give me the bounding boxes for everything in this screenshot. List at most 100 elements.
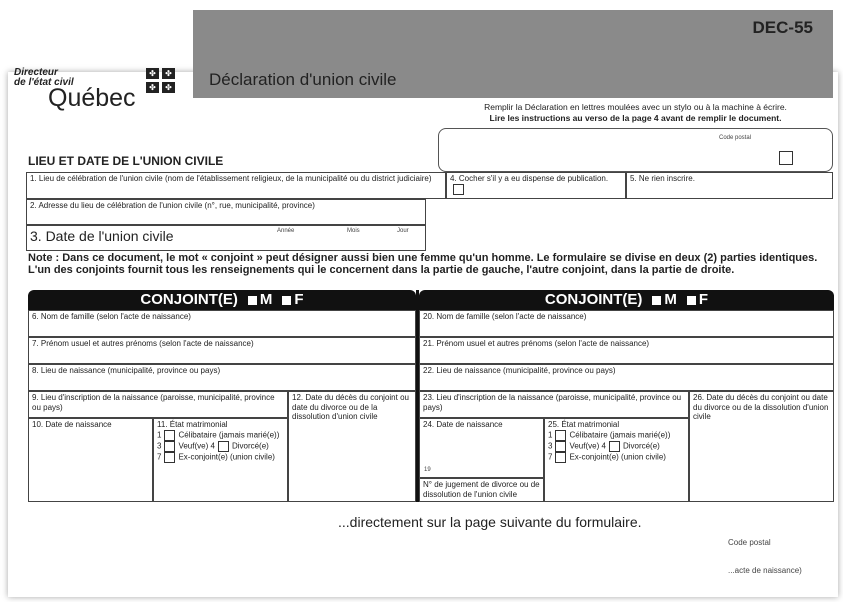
opt-7-label: Ex-conjoint(e) (union civile) [178, 452, 275, 462]
judgment-label: N° de jugement de divorce ou de dissolut… [423, 480, 540, 499]
header-band: Déclaration d'union civile DEC-55 [193, 10, 833, 98]
checkbox-divorce[interactable] [217, 440, 229, 452]
field-6-label: 6. Nom de famille (selon l'acte de naiss… [32, 312, 191, 321]
checkbox-4[interactable] [453, 183, 464, 195]
conjoint-label: CONJOINT(E) [140, 291, 238, 308]
conjoint-left-header: CONJOINT(E) M F [28, 290, 416, 310]
checkbox-m-right[interactable] [652, 295, 662, 305]
field-9[interactable]: 9. Lieu d'inscription de la naissance (p… [28, 391, 288, 418]
field-4[interactable]: 4. Cocher s'il y a eu dispense de public… [446, 172, 626, 199]
opt-3-num: 3 [157, 441, 162, 451]
field-9-label: 9. Lieu d'inscription de la naissance (p… [32, 393, 275, 412]
code-postal-label: Code postal [719, 135, 752, 141]
field-22[interactable]: 22. Lieu de naissance (municipalité, pro… [419, 364, 834, 391]
field-6[interactable]: 6. Nom de famille (selon l'acte de naiss… [28, 310, 416, 337]
opt-4-num: 4 [210, 441, 215, 451]
m-label: M [259, 291, 273, 308]
opt-3-label: Veuf(ve) [569, 441, 600, 451]
field-26-label: 26. Date du décès du conjoint ou date du… [693, 393, 829, 421]
checkbox-5[interactable] [779, 151, 793, 165]
field-11-label: 11. État matrimonial [157, 420, 228, 429]
checkbox-m-left[interactable] [247, 295, 257, 305]
section-title: LIEU ET DATE DE L'UNION CIVILE [28, 154, 224, 168]
checkbox-ex-conjoint[interactable] [164, 451, 176, 463]
field-2-label: 2. Adresse du lieu de célébration de l'u… [30, 201, 315, 210]
field-21[interactable]: 21. Prénom usuel et autres prénoms (selo… [419, 337, 834, 364]
quebec-logo: Directeur de l'état civil Québec ✤ ✤ ✤ ✤ [14, 68, 184, 116]
field-20[interactable]: 20. Nom de famille (selon l'acte de nais… [419, 310, 834, 337]
field-20-label: 20. Nom de famille (selon l'acte de nais… [423, 312, 587, 321]
opt-3-label: Veuf(ve) [178, 441, 209, 451]
field-5: 5. Ne rien inscrire. [626, 172, 833, 199]
opt-1-label: Célibataire (jamais marié(e)) [569, 430, 671, 440]
opt-4-num: 4 [601, 441, 606, 451]
form-title: Déclaration d'union civile [209, 70, 397, 89]
logo-line2: de l'état civil [14, 77, 74, 88]
logo-line1: Directeur [14, 67, 58, 78]
opt-1-num: 1 [548, 430, 553, 440]
m-label: M [664, 291, 677, 308]
instructions-line2: Lire les instructions au verso de la pag… [489, 113, 782, 123]
bottom-code-postal: Code postal [728, 538, 771, 547]
note-label: Note : [28, 252, 60, 264]
field-3-label: 3. Date de l'union civile [30, 228, 174, 244]
field-1[interactable]: 1. Lieu de célébration de l'union civile… [26, 172, 446, 199]
fleur-de-lis-flag-icon: ✤ ✤ ✤ ✤ [146, 68, 175, 93]
field-1-label: 1. Lieu de célébration de l'union civile… [30, 174, 432, 183]
field-25: 25. État matrimonial 1 Célibataire (jamai… [544, 418, 689, 502]
judgment-number-field[interactable]: N° de jugement de divorce ou de dissolut… [419, 478, 544, 502]
note-text: Dans ce document, le mot « conjoint » pe… [28, 252, 818, 276]
opt-4-label: Divorcé(e) [231, 441, 269, 451]
checkbox-f-right[interactable] [686, 295, 696, 305]
field-3[interactable]: 3. Date de l'union civile Année Mois Jou… [26, 225, 426, 251]
bottom-instruction: ...directement sur la page suivante du f… [338, 514, 642, 530]
checkbox-veuf-right[interactable] [555, 440, 567, 452]
field-10-label: 10. Date de naissance [32, 420, 112, 429]
field-2[interactable]: 2. Adresse du lieu de célébration de l'u… [26, 199, 426, 225]
field-5-label: 5. Ne rien inscrire. [630, 174, 695, 183]
field-8[interactable]: 8. Lieu de naissance (municipalité, prov… [28, 364, 416, 391]
opt-1-num: 1 [157, 430, 162, 440]
form-code: DEC-55 [752, 18, 813, 37]
field-24-label: 24. Date de naissance [423, 420, 503, 429]
field-10[interactable]: 10. Date de naissance [28, 418, 153, 502]
mois-label: Mois [347, 228, 360, 234]
column-divider [416, 290, 419, 502]
opt-1-label: Célibataire (jamais marié(e)) [178, 430, 280, 440]
opt-7-num: 7 [157, 452, 162, 462]
opt-7-num: 7 [548, 452, 553, 462]
field-24[interactable]: 24. Date de naissance 19 [419, 418, 544, 478]
field-23[interactable]: 23. Lieu d'inscription de la naissance (… [419, 391, 689, 418]
jour-label: Jour [397, 228, 409, 234]
field-26[interactable]: 26. Date du décès du conjoint ou date du… [689, 391, 834, 502]
annee-label: Année [277, 228, 295, 234]
field-4-label: 4. Cocher s'il y a eu dispense de public… [450, 174, 609, 183]
conjoint-label: CONJOINT(E) [544, 291, 643, 308]
field-23-label: 23. Lieu d'inscription de la naissance (… [423, 393, 682, 412]
field-12-label: 12. Date du décès du conjoint ou date du… [292, 393, 409, 421]
checkbox-divorce-right[interactable] [608, 440, 620, 452]
instructions-line1: Remplir la Déclaration en lettres moulée… [484, 102, 787, 112]
checkbox-ex-conjoint-right[interactable] [555, 451, 567, 463]
conjoint-right-header: CONJOINT(E) M F [419, 290, 834, 310]
checkbox-f-left[interactable] [282, 295, 292, 305]
field-22-label: 22. Lieu de naissance (municipalité, pro… [423, 366, 616, 375]
instructions: Remplir la Déclaration en lettres moulée… [438, 102, 833, 124]
form-page: Déclaration d'union civile DEC-55 Direct… [8, 10, 838, 597]
field-25-label: 25. État matrimonial [548, 420, 620, 429]
f-label: F [294, 291, 304, 308]
note: Note : Dans ce document, le mot « conjoi… [28, 252, 828, 276]
checkbox-celibataire-right[interactable] [555, 429, 567, 441]
address-box: Code postal [438, 128, 833, 172]
year-prefix: 19 [424, 467, 431, 473]
logo-name: Québec [48, 84, 136, 112]
f-label: F [698, 291, 709, 308]
field-21-label: 21. Prénom usuel et autres prénoms (selo… [423, 339, 650, 348]
checkbox-veuf[interactable] [164, 440, 176, 452]
field-7[interactable]: 7. Prénom usuel et autres prénoms (selon… [28, 337, 416, 364]
checkbox-celibataire[interactable] [164, 429, 176, 441]
opt-7-label: Ex-conjoint(e) (union civile) [569, 452, 666, 462]
field-8-label: 8. Lieu de naissance (municipalité, prov… [32, 366, 221, 375]
field-11: 11. État matrimonial 1 Célibataire (jamai… [153, 418, 288, 502]
field-12[interactable]: 12. Date du décès du conjoint ou date du… [288, 391, 416, 502]
